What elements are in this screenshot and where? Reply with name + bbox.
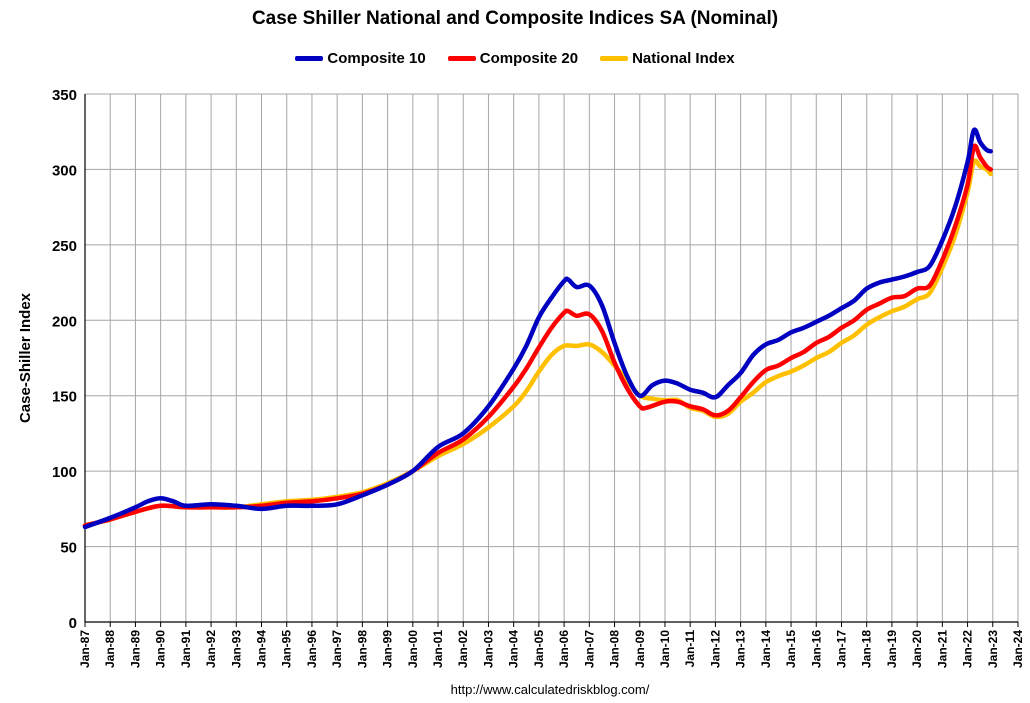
- x-tick-label: Jan-89: [128, 630, 142, 668]
- x-tick-label: Jan-88: [103, 630, 117, 668]
- y-tick-label: 150: [52, 389, 77, 406]
- x-tick-label: Jan-14: [759, 630, 773, 668]
- x-tick-label: Jan-98: [355, 630, 369, 668]
- x-tick-label: Jan-22: [961, 630, 975, 668]
- legend-item-national-index: National Index: [600, 50, 735, 67]
- tick-labels: 0 50 100 150 200 250 300 350 Jan-87 Jan-88 Jan-89 J…: [17, 87, 1025, 668]
- x-tick-label: Jan-09: [633, 630, 647, 668]
- y-tick-label: 0: [69, 615, 77, 632]
- x-tick-label: Jan-13: [734, 630, 748, 668]
- legend-swatch-national-index: [600, 56, 629, 61]
- source-note: http://www.calculatedriskblog.com/: [450, 682, 650, 697]
- axes: [84, 94, 1019, 627]
- x-tick-label: Jan-94: [255, 630, 269, 668]
- legend-swatch-composite-20: [447, 56, 476, 61]
- y-tick-label: 100: [52, 464, 77, 481]
- x-tick-label: Jan-18: [860, 630, 874, 668]
- x-tick-label: Jan-07: [582, 630, 596, 668]
- x-tick-label: Jan-21: [935, 630, 949, 668]
- x-tick-label: Jan-02: [456, 630, 470, 668]
- x-tick-label: Jan-06: [557, 630, 571, 668]
- x-tick-label: Jan-08: [608, 630, 622, 668]
- y-tick-label: 350: [52, 87, 77, 104]
- x-tick-label: Jan-23: [986, 630, 1000, 668]
- grid-lines: [84, 93, 1019, 623]
- x-tick-label: Jan-11: [683, 630, 697, 668]
- y-tick-label: 200: [52, 313, 77, 330]
- x-tick-label: Jan-90: [154, 630, 168, 668]
- x-tick-label: Jan-01: [431, 630, 445, 668]
- x-tick-label: Jan-00: [406, 630, 420, 668]
- x-tick-label: Jan-95: [280, 630, 294, 668]
- x-tick-label: Jan-92: [204, 630, 218, 668]
- legend-label-national-index: National Index: [632, 50, 735, 67]
- x-tick-label: Jan-05: [532, 630, 546, 668]
- x-tick-label: Jan-91: [179, 630, 193, 668]
- x-tick-label: Jan-97: [330, 630, 344, 668]
- x-tick-label: Jan-04: [507, 630, 521, 668]
- series-lines: [82, 127, 993, 530]
- y-tick-label: 250: [52, 238, 77, 255]
- x-tick-label: Jan-10: [658, 630, 672, 668]
- legend-item-composite-10: Composite 10: [295, 50, 426, 67]
- legend-swatch-composite-10: [295, 56, 324, 61]
- x-tick-label: Jan-87: [78, 630, 92, 668]
- y-tick-label: 50: [60, 540, 77, 557]
- legend-label-composite-20: Composite 20: [479, 50, 579, 67]
- x-tick-label: Jan-93: [229, 630, 243, 668]
- x-tick-label: Jan-17: [834, 630, 848, 668]
- legend-label-composite-10: Composite 10: [327, 50, 426, 67]
- x-tick-label: Jan-99: [381, 630, 395, 668]
- series-line-composite-20: [82, 143, 993, 528]
- x-tick-label: Jan-96: [305, 630, 319, 668]
- x-tick-label: Jan-24: [1011, 630, 1025, 668]
- legend: Composite 10 Composite 20 National Index: [0, 50, 1030, 67]
- x-tick-label: Jan-03: [481, 630, 495, 668]
- chart-title: Case Shiller National and Composite Indi…: [251, 8, 779, 29]
- x-tick-label: Jan-20: [910, 630, 924, 668]
- legend-item-composite-20: Composite 20: [447, 50, 579, 67]
- x-tick-label: Jan-15: [784, 630, 798, 668]
- x-tick-label: Jan-12: [708, 630, 722, 668]
- y-tick-label: 300: [52, 162, 77, 179]
- x-tick-label: Jan-16: [809, 630, 823, 668]
- series-line-composite-10: [82, 127, 993, 530]
- y-axis-title: Case-Shiller Index: [17, 292, 34, 423]
- x-tick-label: Jan-19: [885, 630, 899, 668]
